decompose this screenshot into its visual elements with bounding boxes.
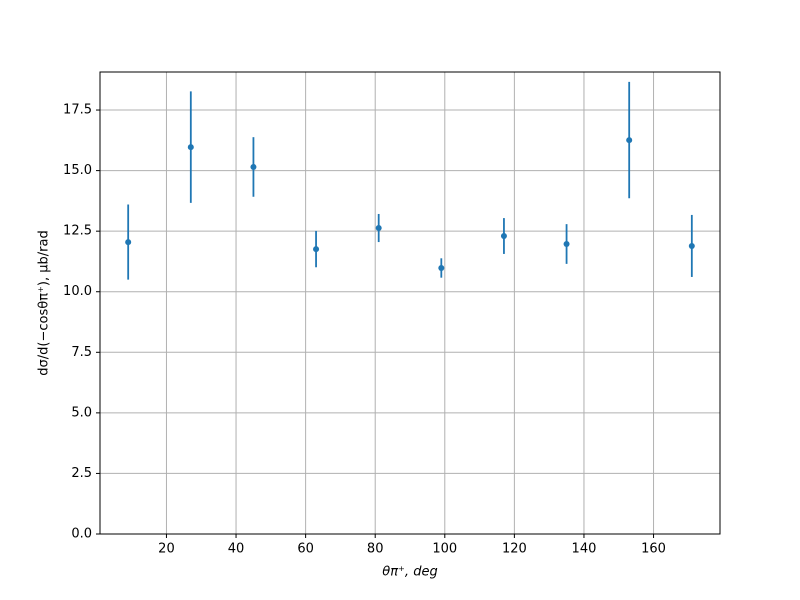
x-axis-label: θπ⁺, deg [382,565,437,580]
data-point [500,233,507,240]
y-axis-label: dσ/d(−cosθπ⁺), μb/rad [37,230,52,375]
y-tick-label: 10.0 [63,284,92,299]
y-tick-label: 2.5 [71,466,92,481]
data-point [438,264,445,271]
x-tick-label: 120 [502,542,527,557]
y-tick-label: 12.5 [63,224,92,239]
x-tick-label: 60 [297,542,314,557]
y-tick-label: 0.0 [71,527,92,542]
plot-frame [99,71,721,535]
x-tick-label: 40 [228,542,245,557]
data-point [563,241,570,248]
y-tick-label: 5.0 [71,405,92,420]
data-point [375,225,382,232]
x-tick-label: 160 [641,542,666,557]
data-point [688,242,695,249]
data-point [313,246,320,253]
x-tick-label: 100 [432,542,457,557]
y-tick-label: 7.5 [71,345,92,360]
x-tick-label: 140 [572,542,597,557]
data-point [187,144,194,151]
data-point [626,137,633,144]
y-tick-label: 17.5 [63,103,92,118]
x-tick-label: 80 [367,542,384,557]
data-point [250,163,257,170]
y-tick-label: 15.0 [63,163,92,178]
x-tick-label: 20 [158,542,175,557]
data-point [125,239,132,246]
